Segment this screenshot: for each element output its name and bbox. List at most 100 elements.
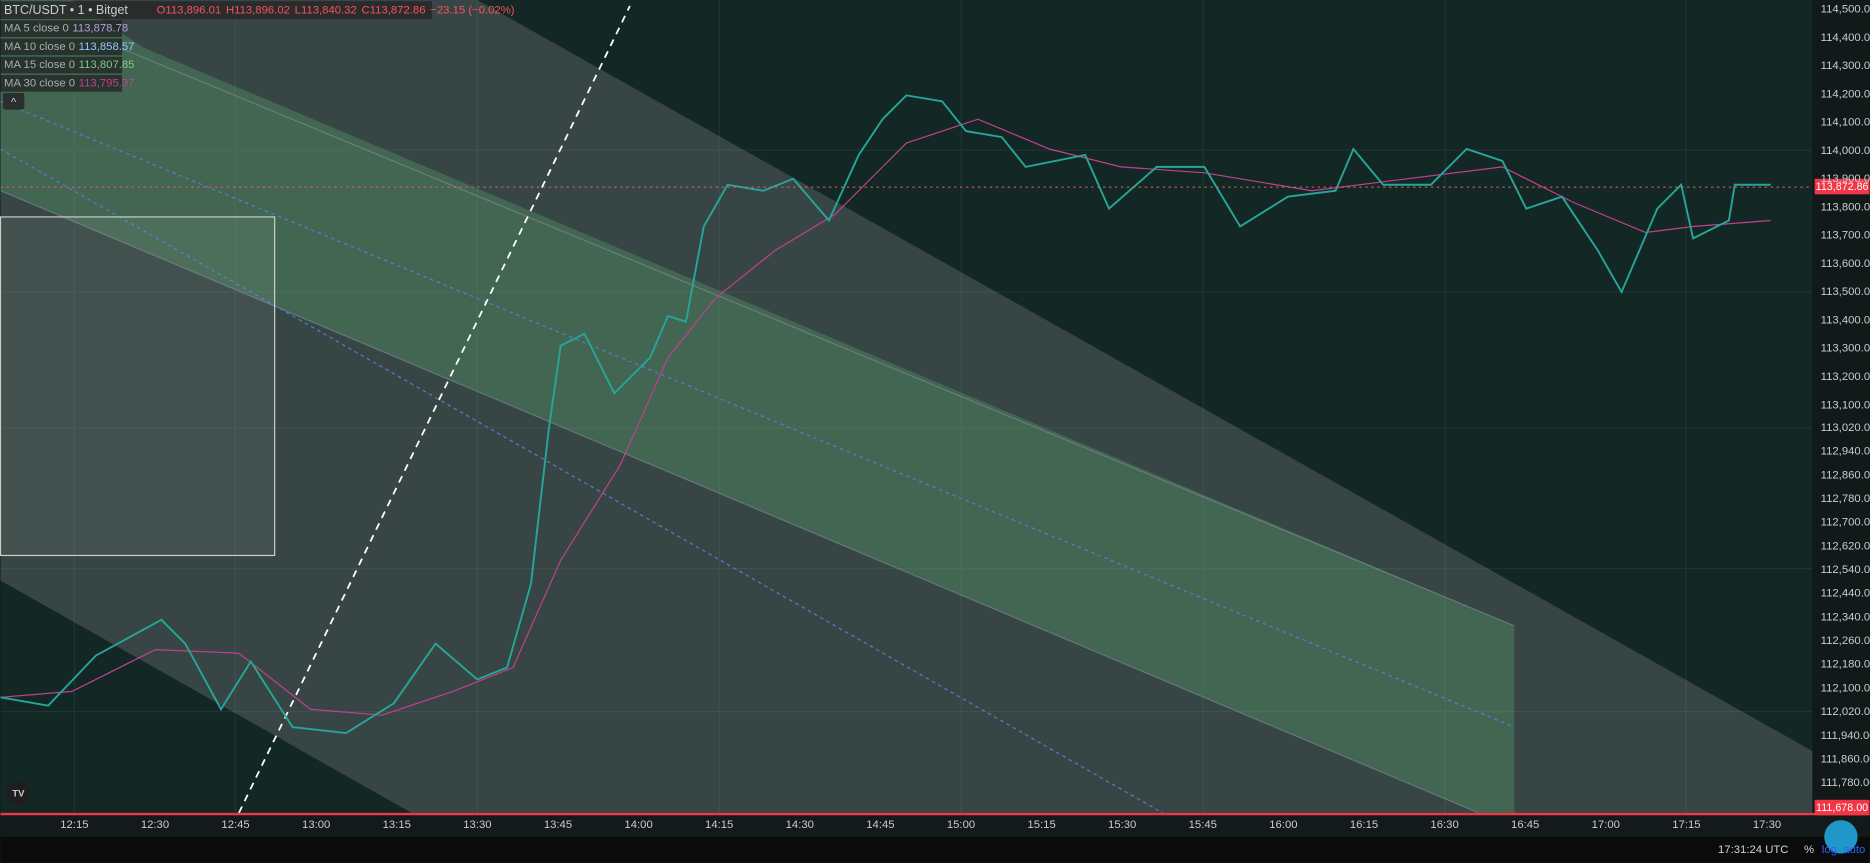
price-label: 114,100.00 [1821, 117, 1870, 129]
time-label: 16:30 [1430, 819, 1458, 831]
time-label: 12:15 [60, 819, 88, 831]
indicator-bg [0, 20, 123, 37]
current-price: 113,872.86 [1816, 181, 1869, 193]
trend-line [238, 5, 631, 814]
status-bar [0, 836, 1870, 863]
ohlc-low: L113,840.32 [295, 5, 357, 17]
logo [6, 780, 31, 805]
ohlc-close: C113,872.86 [362, 5, 426, 17]
clock: 17:31:24 UTC [1718, 844, 1788, 856]
support-button[interactable] [1824, 820, 1858, 854]
price-label: 114,200.00 [1821, 88, 1870, 100]
time-label: 15:45 [1189, 819, 1217, 831]
indicator-bg [0, 56, 123, 74]
time-label: 14:30 [786, 819, 814, 831]
rectangle-drawing [0, 216, 276, 557]
indicator-name: MA 10 close 0 [4, 41, 75, 53]
price-label: 112,540.00 [1821, 564, 1870, 576]
channel-edge [0, 190, 1479, 814]
price-label: 114,300.00 [1821, 60, 1870, 72]
time-label: 12:30 [141, 819, 169, 831]
indicator-value: 113,878.78 [72, 23, 128, 35]
time-axis [0, 815, 1870, 837]
price-label: 111,860.00 [1821, 753, 1870, 765]
ma-30-line [0, 118, 1771, 716]
time-label: 14:45 [866, 819, 894, 831]
price-label: 114,500.00 [1821, 4, 1870, 16]
indicator-name: MA 5 close 0 [4, 23, 69, 35]
ohlc-open: O113,896.01 [157, 5, 222, 17]
time-label: 12:45 [221, 819, 249, 831]
price-label: 111,780.00 [1821, 777, 1870, 789]
logo-mark: TV [12, 788, 25, 799]
price-label: 112,620.00 [1821, 540, 1870, 552]
low-price: 111,678.00 [1816, 802, 1868, 814]
indicator-name: MA 30 close 0 [4, 77, 75, 89]
ohlc-change: −23.15 (−0.02%) [430, 5, 515, 17]
price-label: 113,200.00 [1821, 371, 1870, 383]
time-label: 14:15 [705, 819, 733, 831]
time-label: 17:00 [1592, 819, 1620, 831]
price-label: 114,000.00 [1821, 145, 1870, 157]
percent-toggle[interactable]: % [1804, 844, 1814, 856]
price-label: 113,500.00 [1821, 286, 1870, 298]
time-label: 16:45 [1511, 819, 1539, 831]
indicator-value: 113,807.85 [79, 59, 135, 71]
time-label: 15:30 [1108, 819, 1136, 831]
dashed-midline [0, 100, 1515, 728]
channel-edge [119, 47, 1515, 627]
indicator-name: MA 15 close 0 [4, 59, 75, 71]
price-label: 113,400.00 [1821, 314, 1870, 326]
price-label: 112,020.00 [1821, 706, 1870, 718]
header-bg [0, 1, 432, 20]
time-label: 16:15 [1350, 819, 1378, 831]
low-price-badge [1814, 799, 1870, 816]
time-label: 17:15 [1672, 819, 1700, 831]
price-label: 112,780.00 [1821, 493, 1870, 505]
time-label: 17:30 [1753, 819, 1781, 831]
price-label: 112,440.00 [1821, 588, 1870, 600]
current-price-badge [1814, 178, 1870, 195]
price-label: 114,400.00 [1821, 32, 1870, 44]
price-axis-panel [1812, 0, 1870, 816]
indicator-value: 113,795.37 [79, 77, 135, 89]
price-label: 113,600.00 [1821, 258, 1870, 270]
price-label: 112,100.00 [1821, 682, 1870, 694]
auto-toggle[interactable]: auto [1843, 844, 1865, 856]
dashed-midline [0, 148, 1163, 814]
indicator-bg [0, 38, 123, 56]
price-label: 113,700.00 [1821, 230, 1870, 242]
price-label: 112,940.00 [1821, 446, 1870, 458]
price-label: 113,300.00 [1821, 343, 1870, 355]
price-label: 112,700.00 [1821, 517, 1870, 529]
time-label: 16:00 [1269, 819, 1297, 831]
time-label: 13:30 [463, 819, 491, 831]
log-toggle[interactable]: log [1822, 844, 1837, 856]
collapse-icon[interactable]: ^ [11, 96, 17, 108]
time-label: 15:15 [1027, 819, 1055, 831]
symbol: BTC/USDT • 1 • Bitget [4, 3, 128, 17]
ohlc-high: H113,896.02 [226, 5, 290, 17]
price-label: 112,180.00 [1821, 659, 1870, 671]
indicator-value: 113,858.57 [79, 41, 135, 53]
green-channel [0, 0, 1515, 813]
indicator-bg [0, 74, 123, 92]
price-label: 113,800.00 [1821, 201, 1870, 213]
price-label: 112,860.00 [1821, 469, 1870, 481]
price-label: 113,100.00 [1821, 399, 1870, 411]
price-label: 111,940.00 [1821, 730, 1870, 742]
price-trace [0, 94, 1771, 735]
time-label: 14:00 [624, 819, 652, 831]
price-label: 113,020.00 [1821, 422, 1870, 434]
time-label: 15:00 [947, 819, 975, 831]
time-label: 13:00 [302, 819, 330, 831]
gray-channel [0, 0, 1813, 813]
time-label: 13:45 [544, 819, 572, 831]
price-label: 112,340.00 [1821, 611, 1870, 623]
grid [0, 0, 1813, 813]
price-label: 113,900.00 [1821, 173, 1870, 185]
collapse-button[interactable] [2, 92, 25, 110]
